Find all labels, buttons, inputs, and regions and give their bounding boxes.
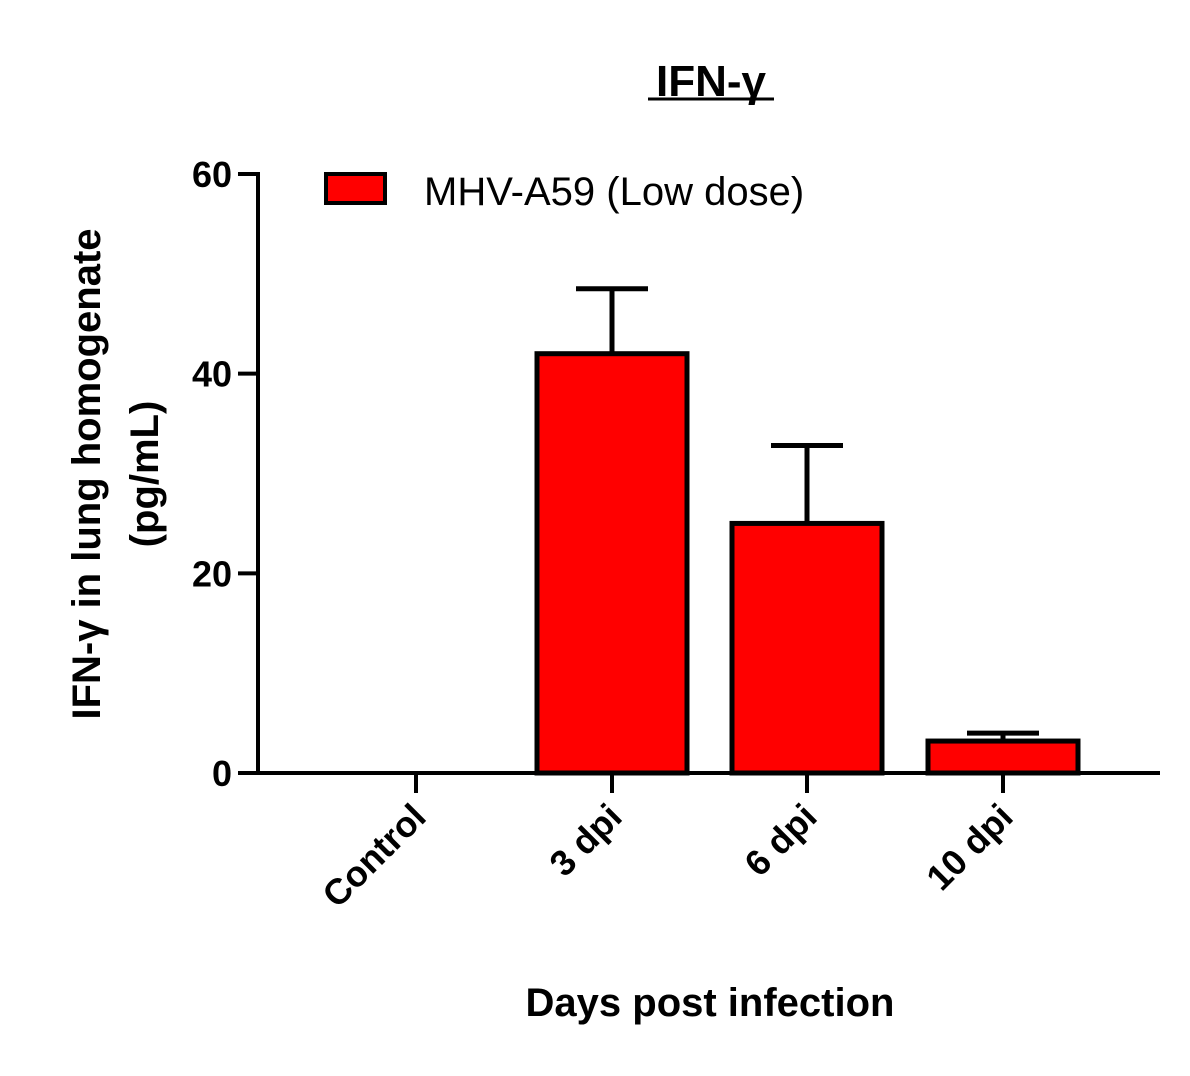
x-axis-ticks: Control 3 dpi 6 dpi 10 dpi <box>314 773 1021 915</box>
bar <box>534 351 690 776</box>
legend: MHV-A59 (Low dose) <box>324 170 804 214</box>
error-bars-group <box>576 286 1039 742</box>
x-tick-label: 6 dpi <box>736 796 824 884</box>
y-tick-label: 0 <box>212 753 232 794</box>
y-tick-label: 60 <box>192 154 232 195</box>
x-tick-label: Control <box>314 796 433 915</box>
bar <box>729 520 885 776</box>
y-tick-label: 20 <box>192 553 232 594</box>
x-tick-label: 10 dpi <box>918 796 1021 899</box>
x-axis-title: Days post infection <box>526 981 895 1025</box>
y-axis-title: IFN-γ in lung homogenate (pg/mL) <box>65 228 167 719</box>
y-axis-title-line1: IFN-γ in lung homogenate <box>65 228 109 719</box>
bars-group <box>534 351 1081 776</box>
y-axis-ticks: 0 20 40 60 <box>192 154 258 794</box>
bar <box>925 738 1081 776</box>
legend-label: MHV-A59 (Low dose) <box>424 170 804 214</box>
x-tick-label: 3 dpi <box>541 796 629 884</box>
legend-swatch <box>324 172 387 205</box>
y-tick-label: 40 <box>192 354 232 395</box>
y-axis-title-line2: (pg/mL) <box>123 401 167 548</box>
